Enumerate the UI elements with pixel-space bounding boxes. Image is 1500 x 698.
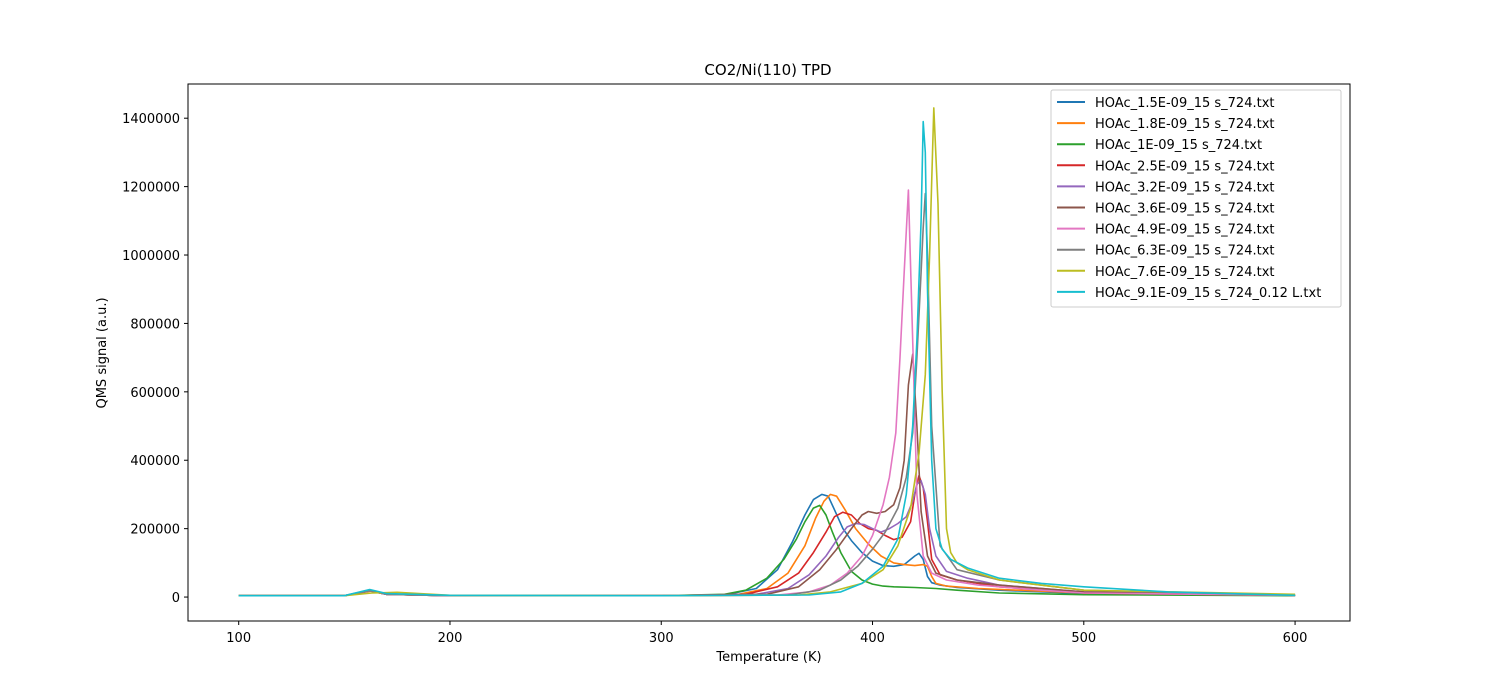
x-tick-label: 500 <box>1071 631 1096 646</box>
x-tick-label: 300 <box>649 631 674 646</box>
x-tick-label: 600 <box>1283 631 1308 646</box>
legend-label-1: HOAc_1.5E-09_15 s_724.txt <box>1095 96 1275 111</box>
chart-title: CO2/Ni(110) TPD <box>704 61 831 79</box>
legend-frame <box>1050 89 1342 308</box>
y-tick-label: 200000 <box>130 523 180 538</box>
legend-label-6: HOAc_3.6E-09_15 s_724.txt <box>1095 202 1275 217</box>
y-tick-label: 1200000 <box>122 181 180 196</box>
plot-area <box>187 83 1351 622</box>
y-tick-label: 1000000 <box>122 249 180 264</box>
legend-label-4: HOAc_2.5E-09_15 s_724.txt <box>1095 159 1275 174</box>
x-axis-ticks: 100 200 300 400 500 600 <box>226 621 1307 646</box>
legend-label-3: HOAc_1E-09_15 s_724.txt <box>1095 138 1262 153</box>
series-lines <box>238 107 1296 597</box>
legend-label-10: HOAc_9.1E-09_15 s_724_0.12 L.txt <box>1095 286 1321 301</box>
plot-frame <box>187 83 1351 622</box>
y-tick-label: 0 <box>172 591 180 606</box>
y-axis-ticks: 0 200000 400000 600000 800000 1000000 1200000 1… <box>122 112 188 606</box>
legend-label-8: HOAc_6.3E-09_15 s_724.txt <box>1095 244 1275 259</box>
y-tick-label: 800000 <box>130 317 180 332</box>
y-tick-label: 600000 <box>130 386 180 401</box>
y-axis-label: QMS signal (a.u.) <box>95 297 110 408</box>
series-line-10 <box>238 120 1296 597</box>
x-tick-label: 400 <box>860 631 885 646</box>
legend-label-2: HOAc_1.8E-09_15 s_724.txt <box>1095 117 1275 132</box>
legend: HOAc_1.5E-09_15 s_724.txt HOAc_1.8E-09_15… <box>1050 89 1342 308</box>
legend-label-5: HOAc_3.2E-09_15 s_724.txt <box>1095 180 1275 195</box>
legend-label-7: HOAc_4.9E-09_15 s_724.txt <box>1095 223 1275 238</box>
y-tick-label: 1400000 <box>122 112 180 127</box>
y-tick-label: 400000 <box>130 454 180 469</box>
x-axis-label: Temperature (K) <box>715 650 821 665</box>
x-tick-label: 200 <box>438 631 463 646</box>
legend-label-9: HOAc_7.6E-09_15 s_724.txt <box>1095 265 1275 280</box>
x-tick-label: 100 <box>226 631 251 646</box>
